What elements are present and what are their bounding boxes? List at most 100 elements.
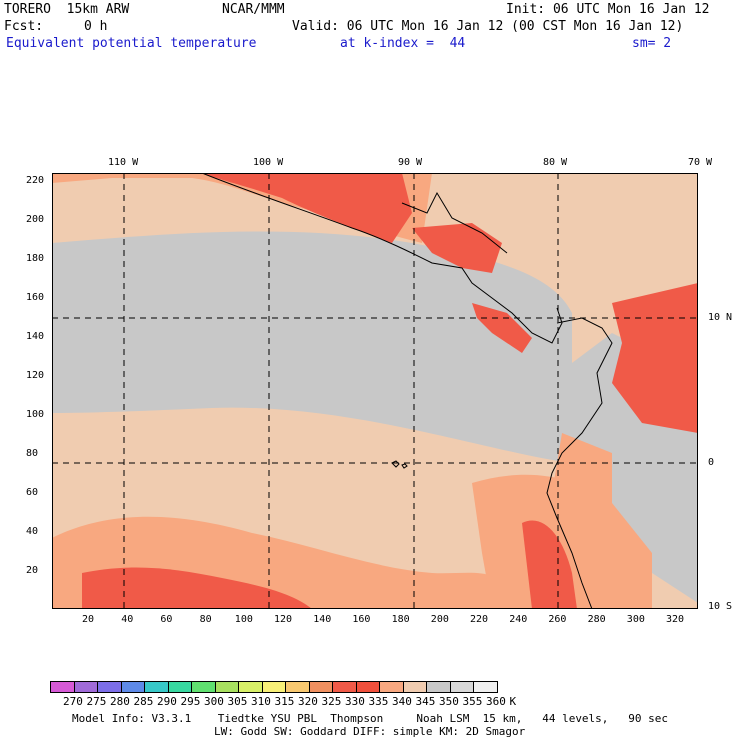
valid-time: Valid: 06 UTC Mon 16 Jan 12 (00 CST Mon …	[292, 19, 684, 34]
y-tick-label: 80	[26, 448, 39, 459]
legend-label: 310	[251, 695, 271, 708]
x-tick-label: 320	[666, 614, 685, 625]
legend-swatch	[238, 681, 263, 693]
y-tick-label: 220	[26, 175, 45, 186]
lon-label-90w: 90 W	[398, 157, 423, 168]
legend-swatch	[285, 681, 310, 693]
field-name: Equivalent potential temperature	[6, 36, 257, 51]
legend-label: 320	[298, 695, 318, 708]
x-tick-label: 300	[626, 614, 645, 625]
smoothing-info: sm= 2	[632, 36, 672, 51]
forecast-label: Fcst:	[4, 19, 44, 34]
legend-label: 300	[204, 695, 224, 708]
x-tick-label: 240	[509, 614, 528, 625]
x-tick-label: 220	[470, 614, 489, 625]
legend-label: 280	[110, 695, 130, 708]
y-tick-label: 160	[26, 292, 45, 303]
x-tick-label: 180	[391, 614, 410, 625]
lat-label-0: 0	[708, 457, 715, 468]
lon-label-80w: 80 W	[543, 157, 568, 168]
legend-label: 355	[462, 695, 483, 708]
legend-label: 270	[63, 695, 83, 708]
legend-swatch	[73, 681, 98, 693]
theta-e-map	[52, 173, 698, 609]
legend-swatch	[473, 681, 498, 693]
legend-label: 335	[368, 695, 389, 708]
legend-swatch	[50, 681, 75, 693]
x-tick-label: 100	[234, 614, 253, 625]
x-tick-label: 120	[274, 614, 293, 625]
legend-swatch	[97, 681, 122, 693]
map-frame	[52, 173, 698, 609]
y-tick-label: 60	[26, 487, 39, 498]
y-tick-label: 20	[26, 565, 39, 576]
hot-zone-colombia	[612, 283, 698, 433]
legend-swatch	[308, 681, 333, 693]
legend-swatch	[379, 681, 404, 693]
legend-swatch	[167, 681, 192, 693]
lon-label-70w: 70 W	[688, 157, 713, 168]
legend-label: 345	[415, 695, 436, 708]
graticule	[52, 173, 698, 609]
legend-label: 295	[180, 695, 201, 708]
legend-label: 290	[157, 695, 177, 708]
footer-physics-info: LW: Godd SW: Goddard DIFF: simple KM: 2D…	[214, 725, 526, 738]
legend-label: 360	[486, 695, 506, 708]
warm-zone-ecuador	[552, 433, 612, 533]
legend-label: 340	[392, 695, 412, 708]
hot-zone-andes	[522, 520, 577, 609]
legend-label: K	[509, 695, 517, 708]
lat-label-10n: 10 N	[708, 312, 733, 323]
legend-swatch	[426, 681, 451, 693]
hot-zone-central-america	[412, 223, 502, 273]
init-time: Init: 06 UTC Mon 16 Jan 12	[506, 2, 710, 17]
legend-swatch	[355, 681, 380, 693]
legend-swatch	[332, 681, 357, 693]
y-tick-label: 140	[26, 331, 45, 342]
footer-model-info: Model Info: V3.3.1 Tiedtke YSU PBL Thomp…	[72, 712, 669, 725]
x-tick-label: 40	[121, 614, 134, 625]
level-info: at k-index = 44	[340, 36, 466, 51]
x-tick-label: 140	[313, 614, 332, 625]
forecast-hour: 0 h	[84, 19, 108, 34]
legend-label: 330	[345, 695, 365, 708]
legend-swatch	[214, 681, 239, 693]
coastline-south-america	[546, 317, 613, 609]
border-north	[401, 191, 508, 254]
legend-label: 285	[133, 695, 154, 708]
hot-zone-costa-rica	[472, 303, 532, 353]
x-tick-label: 80	[199, 614, 212, 625]
lon-label-100w: 100 W	[253, 157, 284, 168]
y-tick-label: 180	[26, 253, 45, 264]
legend-swatch	[144, 681, 169, 693]
hot-zone-mexico	[202, 173, 412, 243]
legend-swatch	[402, 681, 427, 693]
x-tick-label: 160	[352, 614, 371, 625]
y-tick-label: 120	[26, 370, 45, 381]
lon-label-110w: 110 W	[108, 157, 139, 168]
lat-label-10s: 10 S	[708, 601, 733, 612]
hot-zone-south	[82, 567, 312, 609]
y-tick-label: 40	[26, 526, 39, 537]
legend-swatch	[191, 681, 216, 693]
legend-label: 315	[274, 695, 295, 708]
x-tick-label: 260	[548, 614, 567, 625]
x-tick-label: 20	[82, 614, 95, 625]
organization: NCAR/MMM	[222, 2, 285, 17]
x-tick-label: 60	[160, 614, 173, 625]
coastline-north	[201, 173, 563, 344]
x-tick-label: 280	[587, 614, 606, 625]
legend-swatch	[261, 681, 286, 693]
galapagos	[391, 460, 408, 469]
color-legend	[50, 681, 498, 693]
y-tick-label: 100	[26, 409, 45, 420]
legend-swatch	[120, 681, 145, 693]
legend-label: 325	[321, 695, 342, 708]
legend-label: 350	[439, 695, 459, 708]
legend-label: 275	[86, 695, 107, 708]
gray-band	[52, 231, 572, 463]
legend-swatch	[449, 681, 474, 693]
y-tick-label: 200	[26, 214, 45, 225]
legend-label: 305	[227, 695, 248, 708]
model-name: TORERO 15km ARW	[4, 2, 130, 17]
